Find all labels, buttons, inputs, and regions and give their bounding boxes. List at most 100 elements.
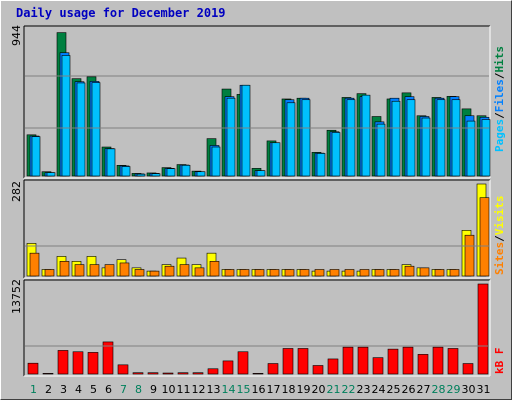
pages-bar-29 [451, 99, 461, 177]
kbytes-bar-17 [267, 363, 279, 375]
kbytes-bar-9 [147, 372, 159, 375]
day-label-21: 21 [327, 383, 341, 396]
pages-bar-30 [466, 120, 476, 177]
pages-bar-8 [136, 173, 146, 177]
sites-bar-18 [284, 269, 295, 277]
kbytes-bar-25 [387, 348, 399, 375]
kbytes-bar-1 [27, 362, 39, 375]
pages-bar-17 [271, 142, 281, 177]
kbytes-bar-27 [417, 354, 429, 375]
kbytes-bar-6 [102, 341, 114, 375]
day-label-10: 10 [162, 383, 176, 396]
day-label-26: 26 [402, 383, 416, 396]
day-label-20: 20 [312, 383, 326, 396]
kbytes-bar-29 [447, 348, 459, 375]
sites-bar-4 [74, 264, 85, 277]
sites-bar-8 [134, 269, 145, 277]
day-label-19: 19 [297, 383, 311, 396]
legend-visits: Visits [493, 196, 506, 236]
day-label-1: 1 [30, 383, 37, 396]
day-label-5: 5 [90, 383, 97, 396]
hits-ymax-label: 944 [10, 25, 23, 46]
kbytes-bar-20 [312, 365, 324, 375]
sites-bar-25 [389, 269, 400, 277]
day-label-8: 8 [135, 383, 142, 396]
pages-bar-31 [481, 119, 491, 177]
kbytes-bar-16 [252, 373, 264, 375]
day-label-22: 22 [342, 383, 356, 396]
sites-bar-24 [374, 269, 385, 277]
pages-bar-24 [376, 123, 386, 177]
day-label-12: 12 [192, 383, 206, 396]
day-label-3: 3 [60, 383, 67, 396]
pages-bar-28 [436, 99, 446, 177]
sites-bar-14 [224, 269, 235, 277]
pages-bar-21 [331, 132, 341, 177]
pages-bar-10 [166, 168, 176, 177]
day-label-17: 17 [267, 383, 281, 396]
pages-bar-22 [346, 99, 356, 177]
pages-bar-3 [61, 55, 71, 177]
legend-sites: Sites [493, 242, 506, 275]
visits-legend: Sites/Visits [493, 196, 506, 276]
pages-bar-7 [121, 166, 131, 177]
pages-bar-11 [181, 165, 191, 177]
day-label-25: 25 [387, 383, 401, 396]
kbytes-bar-21 [327, 358, 339, 375]
kbytes-bar-7 [117, 364, 129, 375]
kbytes-bar-23 [357, 346, 369, 375]
kbytes-bar-19 [297, 348, 309, 375]
legend-sep: / [493, 112, 506, 119]
day-label-2: 2 [45, 383, 52, 396]
pages-bar-5 [91, 82, 101, 177]
day-label-14: 14 [222, 383, 236, 396]
day-label-24: 24 [372, 383, 386, 396]
pages-bar-2 [46, 172, 56, 177]
legend-sep: / [493, 235, 506, 242]
kbytes-bar-22 [342, 346, 354, 375]
chart-title: Daily usage for December 2019 [16, 6, 226, 20]
kbytes-bar-4 [72, 351, 84, 375]
kbytes-bar-10 [162, 372, 174, 375]
day-label-23: 23 [357, 383, 371, 396]
sites-bar-5 [89, 264, 100, 277]
kbytes-bar-5 [87, 352, 99, 375]
pages-bar-4 [76, 82, 86, 177]
sites-bar-19 [299, 269, 310, 277]
day-label-4: 4 [75, 383, 82, 396]
legend-pages: Pages [493, 119, 506, 152]
sites-bar-27 [419, 267, 430, 277]
kbytes-bar-30 [462, 363, 474, 375]
sites-bar-29 [449, 269, 460, 277]
kbytes-bar-12 [192, 372, 204, 375]
day-label-16: 16 [252, 383, 266, 396]
kbytes-bar-2 [42, 373, 54, 375]
pages-bar-1 [31, 136, 41, 177]
hits-legend: Pages/Files/Hits [493, 46, 506, 152]
sites-bar-10 [164, 265, 175, 277]
day-label-30: 30 [462, 383, 476, 396]
day-label-28: 28 [432, 383, 446, 396]
day-label-6: 6 [105, 383, 112, 396]
day-label-11: 11 [177, 383, 191, 396]
legend-sep: / [493, 72, 506, 79]
pages-bar-12 [196, 171, 206, 177]
sites-bar-20 [314, 269, 325, 277]
sites-bar-22 [344, 269, 355, 277]
sites-bar-16 [254, 269, 265, 277]
pages-bar-13 [211, 146, 221, 177]
sites-bar-21 [329, 269, 340, 277]
pages-bar-18 [286, 102, 296, 177]
sites-bar-23 [359, 269, 370, 277]
sites-bar-13 [209, 261, 220, 277]
kbytes-bar-28 [432, 346, 444, 375]
kbytes-bar-11 [177, 372, 189, 375]
pages-bar-25 [391, 100, 401, 177]
pages-bar-26 [406, 99, 416, 177]
legend-kbf: kB F [493, 348, 506, 375]
sites-bar-30 [464, 234, 475, 277]
sites-bar-28 [434, 269, 445, 277]
kbytes-bar-26 [402, 346, 414, 375]
kbytes-bar-31 [477, 283, 489, 375]
